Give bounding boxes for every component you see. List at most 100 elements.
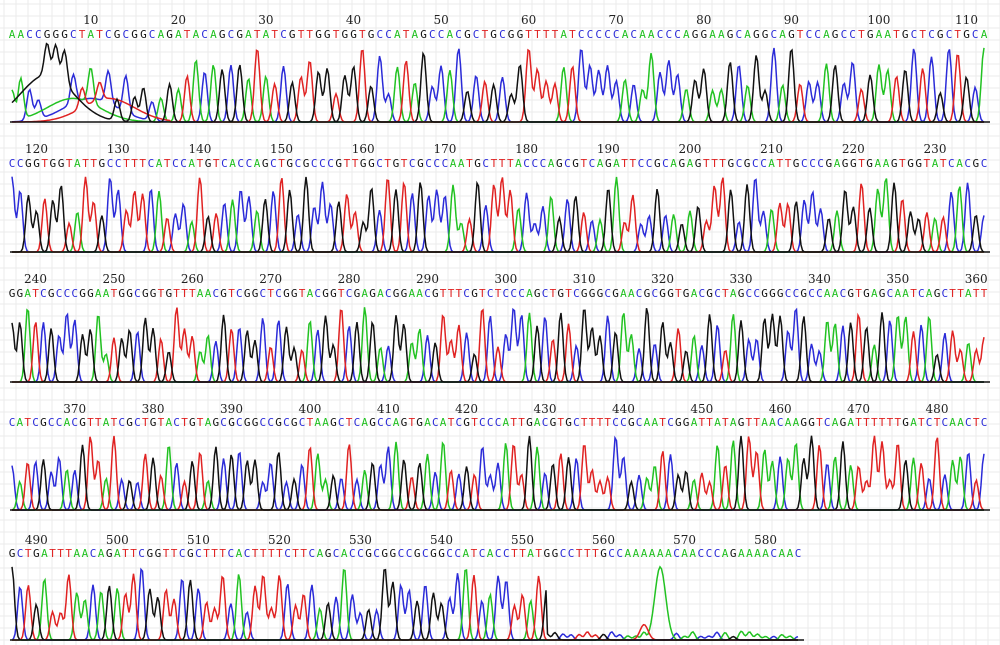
base-call: T	[711, 157, 718, 170]
base-call: T	[96, 28, 103, 41]
base-call: C	[518, 287, 525, 300]
base-call: G	[236, 28, 243, 41]
base-call: T	[816, 416, 823, 429]
base-call: C	[115, 157, 122, 170]
base-call: A	[633, 547, 640, 560]
base-call: T	[592, 547, 599, 560]
base-call: A	[620, 287, 627, 300]
base-call: G	[557, 287, 564, 300]
position-label: 490	[25, 533, 48, 547]
position-label: 100	[867, 13, 890, 27]
base-call: A	[778, 547, 785, 560]
base-call: C	[338, 416, 345, 429]
base-call: C	[616, 547, 623, 560]
base-call: C	[26, 28, 33, 41]
base-call: C	[424, 287, 431, 300]
base-call: A	[411, 28, 418, 41]
base-call: G	[275, 416, 282, 429]
base-call: T	[211, 547, 218, 560]
base-call: A	[416, 287, 423, 300]
base-call: T	[298, 28, 305, 41]
position-label: 80	[696, 13, 711, 27]
base-call: G	[330, 287, 337, 300]
base-call: G	[417, 157, 424, 170]
base-call: G	[142, 287, 149, 300]
position-label: 210	[760, 142, 783, 156]
base-call: A	[769, 416, 776, 429]
base-call: A	[41, 547, 48, 560]
position-label: 270	[259, 272, 282, 286]
base-call: A	[205, 287, 212, 300]
base-call: T	[675, 287, 682, 300]
base-call: G	[9, 287, 16, 300]
base-call: G	[155, 547, 162, 560]
base-call: A	[768, 157, 775, 170]
base-call: C	[612, 416, 619, 429]
base-call: C	[71, 416, 78, 429]
base-call: A	[440, 416, 447, 429]
base-call: G	[550, 416, 557, 429]
base-call: A	[458, 157, 465, 170]
base-call: T	[82, 157, 89, 170]
base-call: T	[604, 416, 611, 429]
base-call: G	[612, 287, 619, 300]
base-call: T	[184, 28, 191, 41]
position-label: 470	[847, 402, 870, 416]
base-call: A	[87, 28, 94, 41]
base-call: A	[883, 157, 890, 170]
base-call: G	[205, 157, 212, 170]
trace-C	[11, 435, 985, 511]
base-call: G	[902, 28, 909, 41]
base-call: C	[816, 287, 823, 300]
base-call: T	[171, 547, 178, 560]
base-call: C	[195, 547, 202, 560]
base-call: C	[706, 547, 713, 560]
base-call: T	[66, 157, 73, 170]
base-call: G	[832, 28, 839, 41]
base-call: C	[221, 157, 228, 170]
base-call: C	[433, 157, 440, 170]
base-call: G	[369, 416, 376, 429]
base-call: T	[863, 416, 870, 429]
base-call: G	[286, 157, 293, 170]
base-call: A	[689, 547, 696, 560]
base-call: T	[338, 287, 345, 300]
base-call: C	[770, 28, 777, 41]
base-call: A	[834, 157, 841, 170]
position-label: 150	[270, 142, 293, 156]
base-call: C	[275, 287, 282, 300]
base-call: T	[722, 416, 729, 429]
base-call: A	[9, 28, 16, 41]
base-call: A	[730, 416, 737, 429]
position-label: 320	[651, 272, 674, 286]
base-call: C	[17, 547, 24, 560]
position-label: 530	[349, 533, 372, 547]
base-call: C	[406, 547, 413, 560]
base-call: C	[941, 416, 948, 429]
base-call: A	[754, 547, 761, 560]
base-call: A	[709, 28, 716, 41]
base-call: T	[934, 416, 941, 429]
base-call: T	[776, 157, 783, 170]
base-call: A	[210, 28, 217, 41]
base-call: T	[949, 287, 956, 300]
base-call: C	[385, 28, 392, 41]
base-call: A	[981, 28, 988, 41]
base-call: T	[189, 287, 196, 300]
base-call: G	[572, 157, 579, 170]
base-call: C	[237, 157, 244, 170]
base-call: G	[556, 157, 563, 170]
base-call: G	[866, 157, 873, 170]
base-call: T	[384, 157, 391, 170]
base-call: C	[495, 547, 502, 560]
base-call: C	[311, 157, 318, 170]
base-call: C	[499, 28, 506, 41]
base-call: C	[442, 157, 449, 170]
position-label: 520	[268, 533, 291, 547]
base-call: T	[403, 28, 410, 41]
base-call: G	[847, 287, 854, 300]
base-call: A	[361, 416, 368, 429]
base-call: G	[597, 287, 604, 300]
base-call: C	[70, 28, 77, 41]
